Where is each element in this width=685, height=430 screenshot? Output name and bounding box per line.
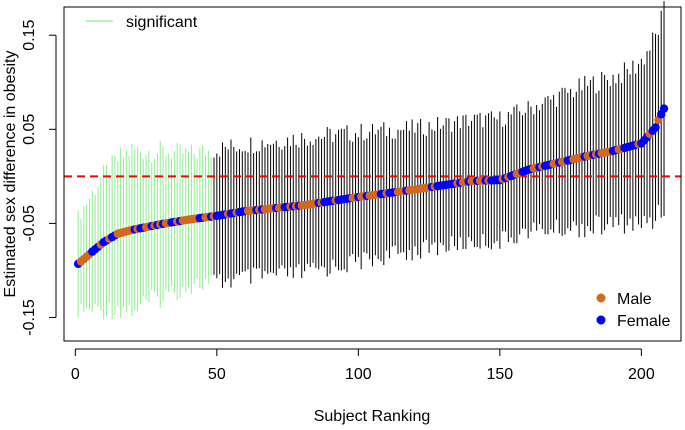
legend-sex: Male Female	[596, 291, 670, 330]
y-axis: -0.15 -0.05 0.05 0.15	[21, 20, 57, 336]
y-tick-label: -0.05	[21, 205, 38, 242]
female-point	[651, 123, 660, 132]
x-tick-label: 100	[345, 366, 372, 383]
y-axis-label: Estimated sex difference in obesity	[2, 51, 19, 298]
x-tick-label: 200	[628, 366, 655, 383]
x-tick-label: 0	[71, 366, 80, 383]
legend-female-swatch	[596, 315, 606, 325]
plot-frame	[63, 6, 682, 342]
legend-female-label: Female	[617, 313, 670, 330]
x-tick-label: 50	[208, 366, 226, 383]
x-axis-label: Subject Ranking	[314, 408, 431, 425]
x-tick-label: 150	[487, 366, 514, 383]
estimate-points	[73, 104, 669, 269]
legend-significant: significant	[86, 14, 198, 31]
x-axis: 0 50 100 150 200	[71, 348, 655, 383]
legend-significant-label: significant	[126, 14, 198, 31]
y-tick-label: 0.15	[21, 20, 38, 51]
y-tick-label: 0.05	[21, 114, 38, 145]
female-point	[659, 104, 669, 113]
legend-male-label: Male	[617, 291, 652, 308]
y-tick-label: -0.15	[21, 299, 38, 336]
legend-male-swatch	[596, 293, 606, 303]
